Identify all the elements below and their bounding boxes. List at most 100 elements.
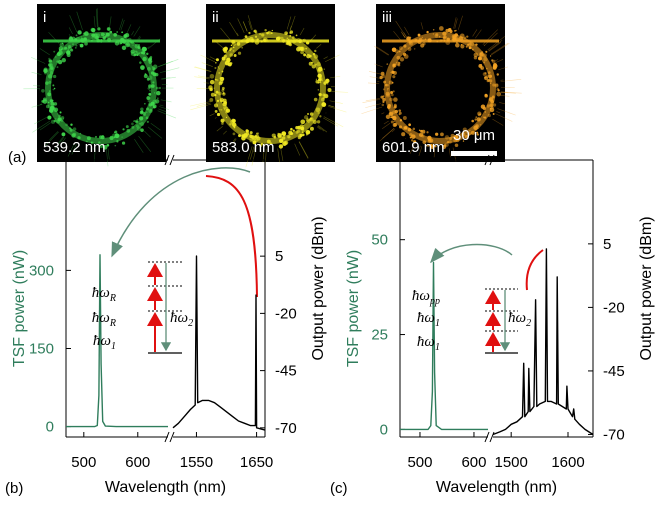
speckle	[318, 89, 319, 90]
speckle	[125, 42, 130, 47]
speckle	[147, 67, 151, 71]
speckle	[449, 30, 450, 31]
speckle	[289, 43, 292, 46]
speckle	[249, 37, 254, 42]
speckle	[313, 53, 316, 56]
speckle	[140, 111, 143, 114]
speckle	[306, 54, 310, 58]
speckle	[65, 124, 68, 127]
speckle	[486, 68, 488, 70]
speckle	[306, 119, 309, 122]
speckle	[221, 122, 224, 125]
speckle	[493, 103, 496, 106]
speckle	[256, 133, 258, 135]
speckle	[484, 94, 488, 98]
speckle	[84, 39, 87, 42]
speckle	[70, 123, 72, 125]
speckle	[420, 130, 423, 133]
speckle	[153, 106, 156, 109]
speckle	[408, 47, 412, 51]
speckle	[445, 135, 449, 139]
energy-symbol: ħω	[417, 310, 435, 326]
speckle	[156, 87, 159, 90]
speckle	[290, 128, 293, 131]
speckle	[154, 92, 155, 93]
energy-subscript: 2	[526, 318, 531, 329]
speckle	[224, 55, 227, 58]
data-line	[493, 249, 593, 435]
speckle	[303, 53, 306, 56]
speckle	[48, 81, 51, 84]
speckle	[385, 84, 388, 87]
energy-label: ħωR	[92, 285, 116, 304]
speckle	[146, 107, 149, 110]
speckle	[316, 79, 317, 80]
speckle	[232, 119, 236, 123]
speckle	[231, 45, 233, 47]
speckle	[121, 136, 123, 138]
speckle	[483, 57, 487, 61]
speckle	[289, 35, 291, 37]
speckle	[388, 104, 391, 107]
speckle	[475, 43, 477, 45]
panel-label: (c)	[330, 480, 348, 497]
speckle	[41, 100, 44, 103]
speckle	[449, 140, 452, 143]
speckle	[481, 51, 482, 52]
speckle	[74, 38, 77, 41]
energy-subscript: R	[109, 293, 116, 304]
speckle	[484, 117, 486, 119]
speckle	[221, 89, 224, 92]
speckle	[290, 43, 291, 44]
speckle	[317, 69, 320, 72]
speckle	[229, 49, 231, 51]
speckle	[116, 31, 118, 33]
speckle	[435, 33, 438, 36]
speckle	[71, 133, 75, 137]
speckle	[383, 81, 386, 84]
speckle	[107, 38, 111, 42]
image-index: i	[43, 9, 46, 26]
speckle	[279, 144, 283, 148]
speckle	[396, 56, 400, 60]
speckle	[221, 119, 225, 123]
y-axis-label: TSF power (nW)	[11, 250, 28, 367]
speckle	[49, 90, 51, 92]
speckle	[466, 46, 468, 48]
speckle	[400, 57, 404, 61]
speckle	[400, 119, 402, 121]
speckle	[293, 130, 295, 132]
speckle	[409, 40, 412, 43]
speckle	[267, 41, 268, 42]
energy-label: ħω2	[170, 310, 193, 329]
speckle	[140, 128, 144, 132]
speckle	[95, 136, 97, 138]
speckle	[231, 40, 235, 44]
speckle	[81, 39, 85, 43]
speckle	[209, 98, 213, 102]
speckle	[398, 64, 401, 67]
y-tick-label: 150	[29, 340, 54, 357]
annotation	[431, 245, 543, 353]
speckle	[43, 69, 47, 73]
speckle	[148, 58, 152, 62]
speckle	[210, 80, 214, 84]
speckle	[489, 98, 491, 100]
speckle	[488, 71, 491, 74]
speckle	[45, 81, 49, 85]
y2-axis-label: Output power (dBm)	[638, 216, 655, 360]
speckle	[478, 56, 482, 60]
panel-label: (b)	[5, 480, 23, 497]
speckle	[391, 94, 394, 97]
speckle	[54, 88, 56, 90]
speckle	[63, 47, 66, 50]
speckle	[399, 51, 401, 53]
speckle	[47, 116, 51, 120]
panel-label: (a)	[8, 149, 26, 166]
speckle	[390, 91, 393, 94]
speckle	[272, 30, 273, 31]
speckle	[409, 37, 411, 39]
speckle	[286, 43, 288, 45]
energy-symbol: ħω	[170, 310, 188, 326]
